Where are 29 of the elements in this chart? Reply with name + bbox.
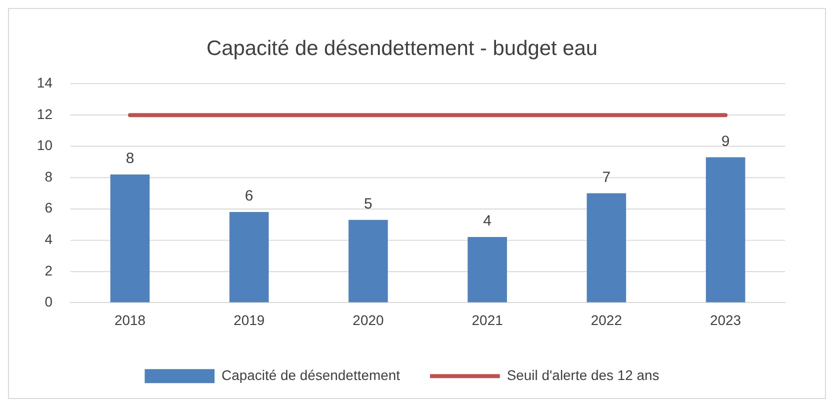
legend-label: Seuil d'alerte des 12 ans bbox=[506, 366, 660, 383]
bar bbox=[586, 193, 626, 302]
bar bbox=[468, 237, 507, 302]
bar bbox=[348, 220, 388, 302]
data-label: 8 bbox=[126, 150, 134, 168]
y-tick-label: 10 bbox=[36, 137, 53, 154]
x-tick-label: 2021 bbox=[472, 312, 504, 328]
bar bbox=[706, 157, 746, 302]
y-tick-label: 4 bbox=[44, 231, 53, 247]
y-tick-label: 6 bbox=[44, 200, 53, 216]
x-tick-label: 2022 bbox=[590, 312, 622, 328]
x-tick-label: 2019 bbox=[234, 312, 265, 328]
bar bbox=[229, 212, 269, 302]
y-tick-label: 0 bbox=[44, 294, 53, 310]
y-tick-label: 12 bbox=[36, 106, 53, 122]
y-tick-label: 8 bbox=[44, 168, 53, 184]
data-label: 4 bbox=[483, 212, 492, 230]
data-label: 6 bbox=[244, 188, 254, 205]
bar bbox=[110, 174, 150, 302]
y-tick-label: 14 bbox=[36, 74, 53, 91]
y-tick-label: 2 bbox=[44, 262, 53, 278]
data-label: 5 bbox=[364, 196, 372, 213]
data-label: 7 bbox=[602, 168, 611, 186]
x-tick-label: 2023 bbox=[710, 312, 742, 328]
legend-label: Capacité de désendettement bbox=[222, 366, 400, 383]
data-label: 9 bbox=[721, 133, 730, 150]
x-tick-label: 2020 bbox=[352, 312, 384, 328]
x-tick-label: 2018 bbox=[114, 312, 146, 328]
chart-title: Capacité de désendettement - budget eau bbox=[206, 37, 598, 60]
